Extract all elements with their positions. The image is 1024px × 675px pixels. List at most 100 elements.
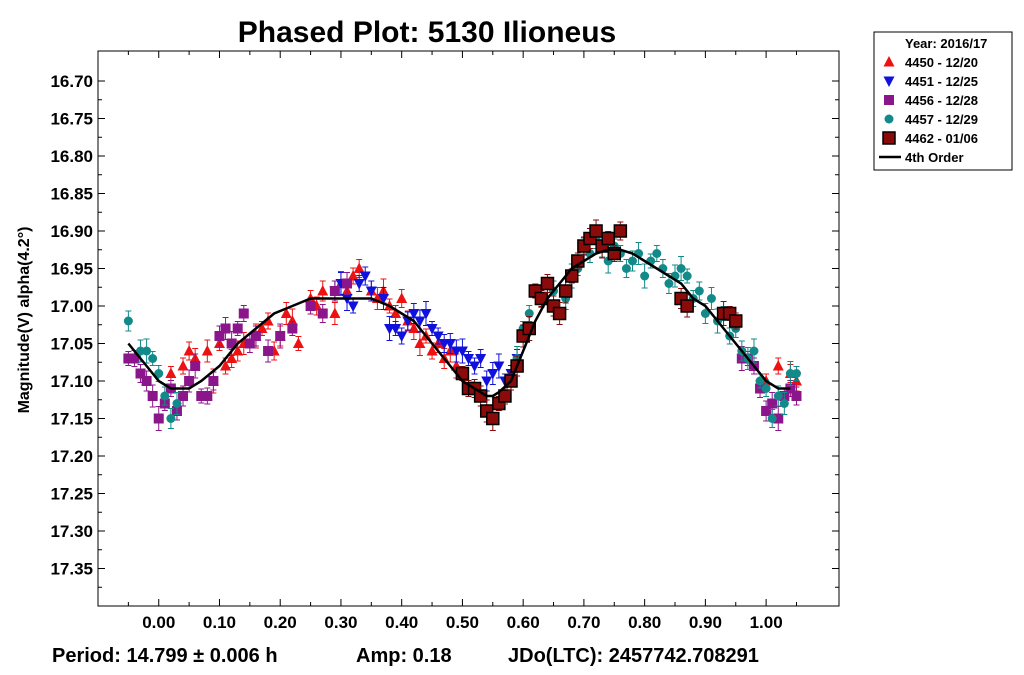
data-point	[220, 360, 232, 371]
legend-marker	[882, 131, 896, 145]
data-point	[463, 354, 474, 365]
y-tick-label: 16.90	[50, 222, 93, 241]
data-point	[680, 299, 694, 313]
legend-label: 4450 - 12/20	[905, 55, 978, 70]
data-point	[153, 413, 164, 424]
fit-curve	[127, 248, 791, 398]
x-tick-label: 0.70	[567, 613, 600, 632]
data-point	[414, 316, 426, 327]
x-tick-label: 0.00	[142, 613, 175, 632]
data-point	[196, 391, 207, 401]
data-point	[142, 346, 152, 356]
data-point	[408, 309, 420, 320]
data-point	[676, 264, 686, 273]
data-point	[779, 399, 789, 408]
data-point	[292, 337, 304, 348]
y-tick-label: 17.10	[50, 372, 93, 391]
data-point	[317, 308, 328, 319]
data-point	[682, 271, 692, 281]
data-point	[201, 345, 213, 356]
data-point	[123, 316, 133, 326]
y-axis-label: Magnitude(V) alpha(4.2°)	[16, 227, 33, 414]
data-point	[558, 284, 573, 298]
data-point	[305, 301, 316, 311]
y-tick-label: 17.00	[50, 297, 93, 316]
legend-label: 4457 - 12/29	[905, 112, 978, 127]
data-point	[147, 391, 158, 401]
data-point	[613, 224, 628, 238]
data-point	[540, 276, 555, 291]
data-point	[487, 369, 499, 380]
data-point	[475, 354, 487, 365]
data-point	[365, 286, 377, 297]
data-point	[589, 224, 603, 238]
data-point	[232, 345, 244, 356]
data-point	[214, 331, 225, 341]
data-point	[414, 337, 426, 348]
data-point	[498, 389, 512, 403]
data-point	[426, 324, 438, 335]
data-point	[202, 391, 213, 401]
data-point	[262, 315, 274, 326]
data-point	[396, 292, 408, 303]
y-tick-label: 17.35	[50, 560, 93, 579]
data-point	[250, 331, 261, 341]
y-axis: 16.70 16.75 16.80 16.85 16.90 16.95 17.00 17.05…	[50, 72, 839, 588]
series-0	[165, 259, 802, 394]
y-tick-label: 16.80	[50, 147, 93, 166]
y-tick-label: 17.30	[50, 522, 93, 541]
data-point	[767, 414, 777, 423]
data-point	[664, 279, 674, 288]
data-point	[148, 354, 158, 363]
data-point	[263, 346, 274, 356]
data-point	[275, 331, 286, 341]
data-point	[456, 346, 468, 357]
legend-marker	[883, 76, 895, 87]
legend-marker	[884, 95, 894, 105]
data-point	[396, 331, 408, 342]
data-point	[791, 391, 802, 401]
data-point	[377, 294, 389, 305]
data-point	[552, 306, 567, 321]
data-point	[184, 376, 195, 386]
data-point	[160, 391, 170, 401]
data-point	[728, 314, 743, 328]
legend-title: Year: 2016/17	[905, 36, 987, 51]
x-tick-label: 0.90	[689, 613, 722, 632]
data-point	[761, 406, 772, 416]
x-tick-label: 0.50	[446, 613, 479, 632]
data-point	[208, 376, 219, 386]
data-point	[135, 368, 146, 379]
data-point	[244, 338, 255, 349]
data-point	[773, 391, 783, 401]
data-point	[220, 323, 231, 334]
data-point	[773, 413, 784, 424]
data-point	[165, 367, 177, 378]
data-point	[652, 249, 662, 258]
data-point	[601, 231, 615, 246]
y-tick-label: 16.75	[50, 110, 93, 129]
y-tick-label: 17.05	[50, 335, 93, 354]
y-tick-label: 16.95	[50, 260, 93, 279]
legend-label: 4451 - 12/25	[905, 74, 978, 89]
legend-box	[873, 31, 1013, 171]
data-point	[154, 369, 164, 378]
amplitude-text: Amp: 0.18	[356, 645, 452, 667]
data-point	[706, 294, 716, 303]
data-point	[129, 353, 140, 364]
data-point	[486, 411, 500, 426]
legend-marker	[884, 114, 894, 124]
data-point	[772, 360, 784, 371]
x-tick-label: 0.20	[264, 613, 297, 632]
x-tick-label: 0.60	[507, 613, 540, 632]
series-5	[127, 248, 791, 398]
y-tick-label: 16.70	[50, 72, 93, 91]
data-point	[166, 414, 176, 423]
data-point	[183, 345, 195, 356]
data-point	[621, 264, 631, 273]
data-point	[190, 361, 201, 371]
data-point	[481, 376, 493, 387]
x-tick-label: 0.30	[324, 613, 357, 632]
data-point	[749, 346, 759, 356]
